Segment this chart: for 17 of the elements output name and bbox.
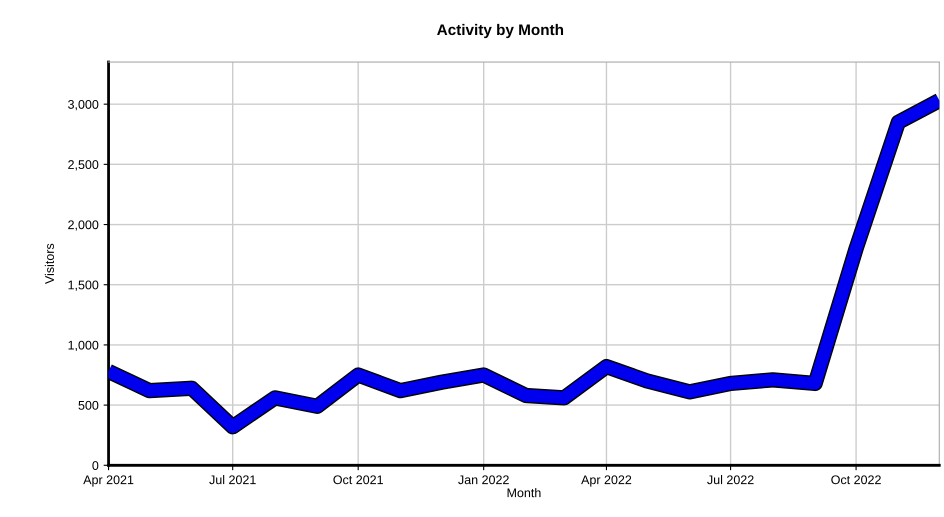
x-axis-title: Month [508, 488, 540, 498]
y-tick-label: 1,500 [68, 280, 98, 291]
x-tick-label: Jul 2022 [707, 475, 754, 484]
y-tick-label: 2,000 [68, 220, 98, 231]
x-tick-label: Oct 2021 [333, 475, 383, 484]
y-tick-label: 3,000 [68, 100, 98, 110]
x-tick-label: Jul 2021 [209, 475, 256, 484]
chart-title: Activity by Month [437, 24, 564, 38]
y-tick-label: 1,000 [68, 340, 98, 352]
y-tick-label: 500 [78, 400, 98, 410]
x-tick-label: Oct 2022 [831, 475, 881, 484]
y-tick-label: 2,500 [68, 160, 98, 170]
x-tick-label: Apr 2021 [83, 475, 134, 487]
y-tick-label: 0 [92, 461, 98, 470]
x-tick-label: Apr 2022 [581, 475, 632, 487]
y-axis-title: Visitors [44, 244, 54, 284]
x-tick-label: Jan 2022 [458, 475, 509, 484]
